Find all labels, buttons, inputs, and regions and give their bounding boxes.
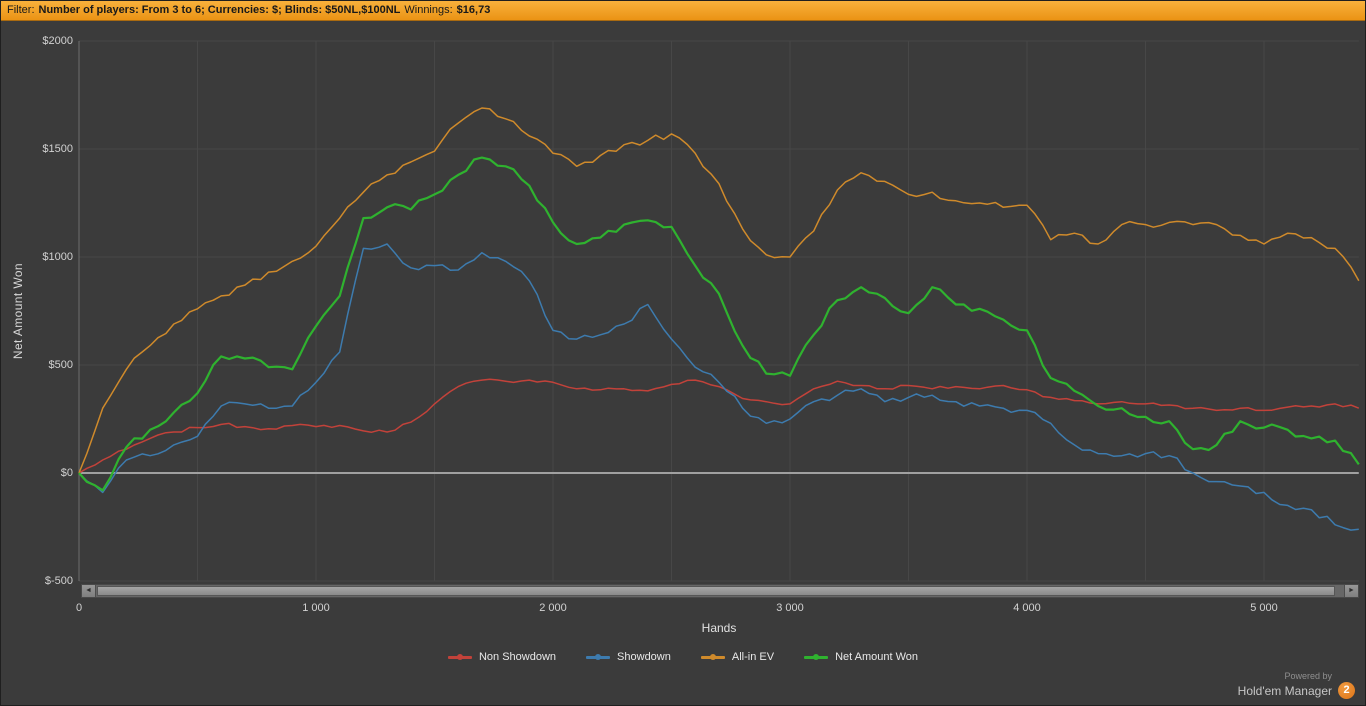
scrollbar-thumb[interactable] xyxy=(97,586,1335,596)
legend-line-swatch xyxy=(586,654,611,660)
hands-scrollbar[interactable]: ◄ ► xyxy=(81,584,1359,598)
winnings-value: $16,73 xyxy=(456,4,491,16)
scrollbar-track[interactable] xyxy=(96,585,1344,597)
legend-item-net-amount-won[interactable]: Net Amount Won xyxy=(804,651,918,663)
filter-criteria: Number of players: From 3 to 6; Currenci… xyxy=(38,4,401,16)
legend-line-swatch xyxy=(447,654,472,660)
legend-item-all-in-ev[interactable]: All-in EV xyxy=(700,651,775,663)
scrollbar-left-arrow-icon[interactable]: ◄ xyxy=(82,585,96,597)
legend-item-non-showdown[interactable]: Non Showdown xyxy=(447,651,557,663)
winnings-label: Winnings: xyxy=(404,4,453,16)
legend-item-showdown[interactable]: Showdown xyxy=(586,651,671,663)
footer-brand: Powered by Hold'em Manager 2 xyxy=(1238,671,1355,699)
legend-label: All-in EV xyxy=(731,651,775,663)
hm2-logo-icon: 2 xyxy=(1338,682,1355,699)
filter-bar[interactable]: Filter: Number of players: From 3 to 6; C… xyxy=(1,1,1365,21)
chart-legend: Non Showdown Showdown All-in EV Net Amount … xyxy=(1,651,1365,663)
brand-name: Hold'em Manager xyxy=(1237,683,1332,698)
powered-by-text: Powered by xyxy=(1284,671,1332,681)
scrollbar-right-arrow-icon[interactable]: ► xyxy=(1344,585,1358,597)
legend-marker-dot xyxy=(709,654,716,660)
legend-label: Non Showdown xyxy=(478,651,557,663)
legend-label: Showdown xyxy=(617,651,671,663)
legend-label: Net Amount Won xyxy=(835,651,919,663)
legend-marker-dot xyxy=(456,654,463,660)
legend-line-swatch xyxy=(700,654,725,660)
legend-line-swatch xyxy=(804,654,829,660)
legend-marker-dot xyxy=(813,654,820,660)
legend-marker-dot xyxy=(595,654,602,660)
filter-label: Filter: xyxy=(7,4,35,16)
